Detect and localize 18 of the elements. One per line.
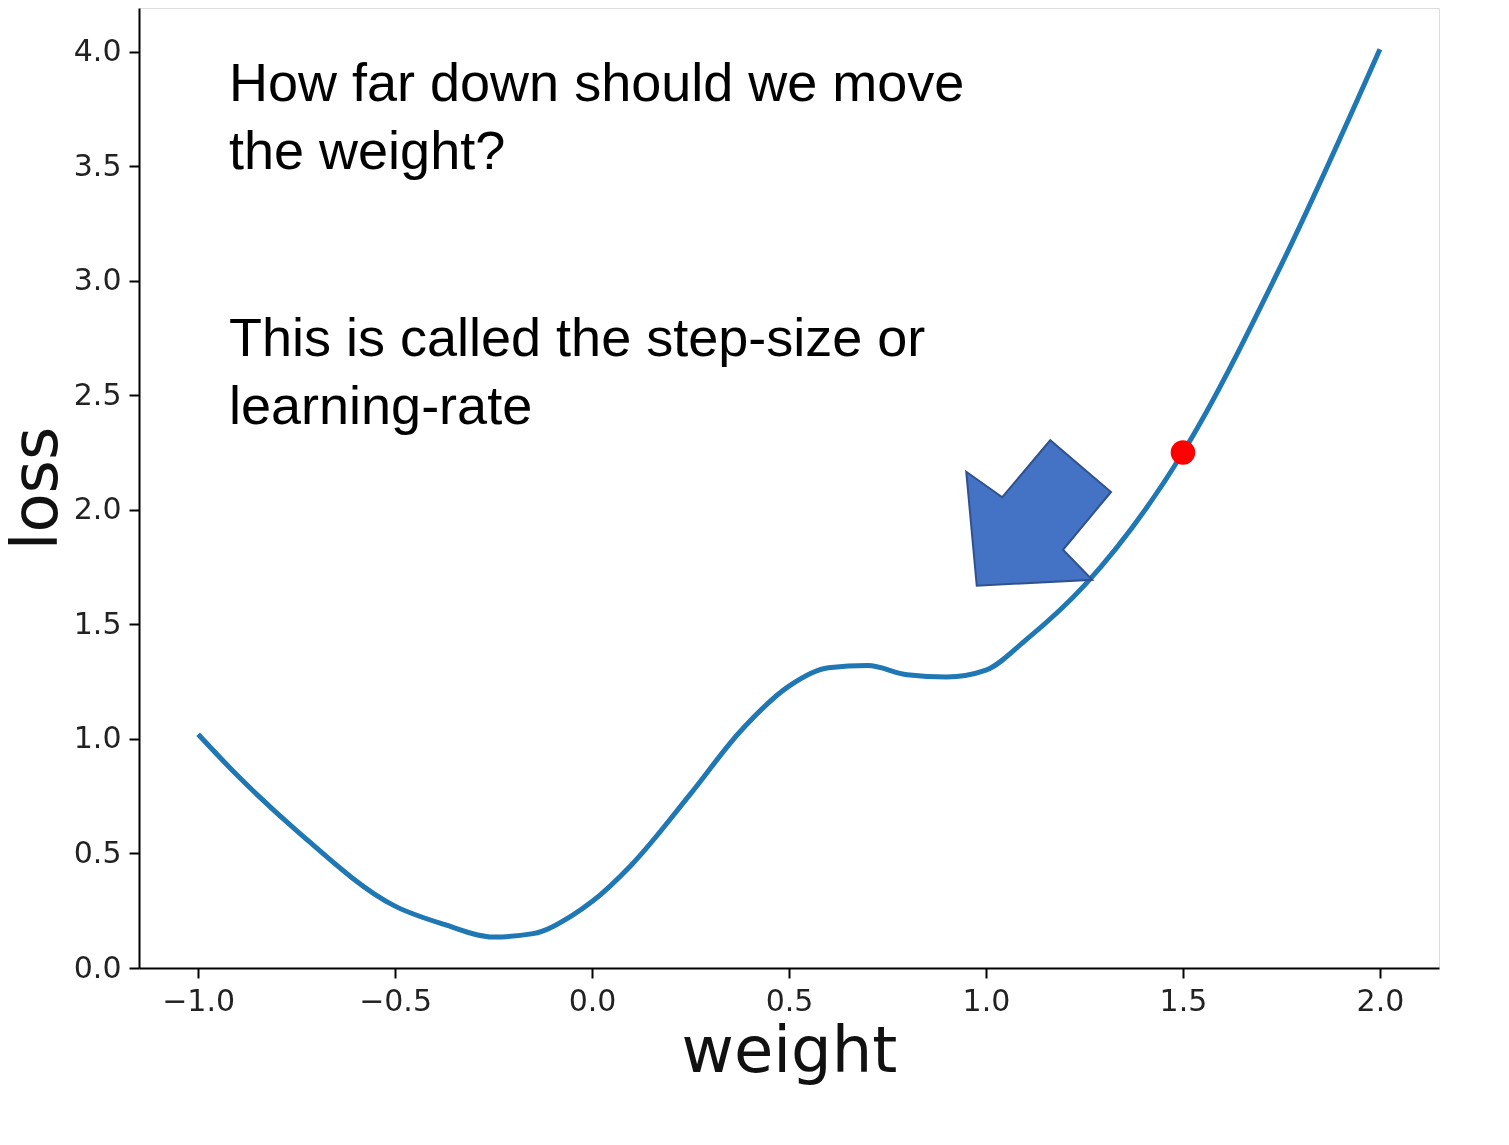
y-tick-label: 3.0 xyxy=(73,262,122,298)
x-tick-label: 1.5 xyxy=(1159,982,1208,1018)
annotation: How far down should we move the weight? xyxy=(229,52,965,180)
y-tick-label: 0.0 xyxy=(73,949,122,985)
y-tick-label: 2.0 xyxy=(73,491,122,527)
x-tick-label: −0.5 xyxy=(359,982,432,1018)
y-tick-label: 1.5 xyxy=(73,605,122,641)
y-tick-label: 4.0 xyxy=(73,33,122,69)
y-tick-label: 2.5 xyxy=(73,376,122,412)
annotation: This is called the step-size or learning-rate xyxy=(229,307,926,435)
y-tick-label: 0.5 xyxy=(73,834,122,870)
x-tick-label: 1.0 xyxy=(962,982,1011,1018)
x-tick-label: 2.0 xyxy=(1356,982,1405,1018)
y-tick-label: 3.5 xyxy=(73,147,122,183)
x-tick-label: 0.0 xyxy=(568,982,617,1018)
x-tick-label: −1.0 xyxy=(162,982,236,1018)
y-axis-title: loss xyxy=(0,426,72,551)
y-tick-label: 1.0 xyxy=(73,720,122,756)
